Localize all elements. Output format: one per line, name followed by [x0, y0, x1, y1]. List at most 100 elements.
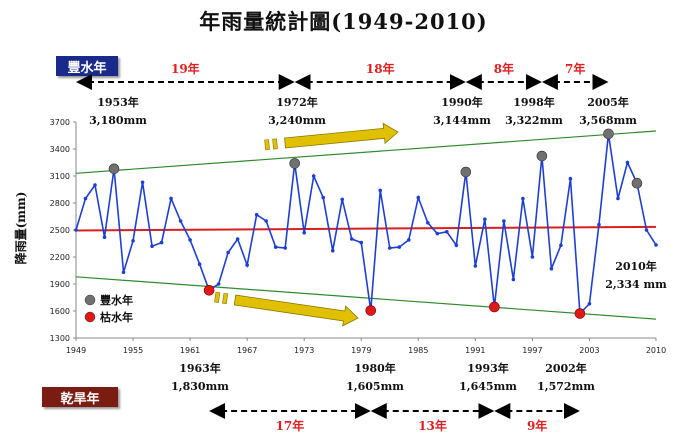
- wet-annotation-value: 3,144mm: [433, 114, 491, 127]
- legend-marker: [84, 294, 96, 306]
- dry-year-marker: [574, 308, 586, 319]
- data-point: [387, 246, 392, 250]
- y-tick-label: 2500: [50, 226, 70, 235]
- wet-year-marker: [108, 163, 120, 175]
- x-tick-label: 1979: [351, 346, 371, 355]
- x-tick-label: 1991: [465, 346, 485, 355]
- data-point: [197, 262, 202, 267]
- data-point: [587, 302, 592, 306]
- data-point: [625, 160, 630, 165]
- data-point: [530, 255, 535, 259]
- data-point: [616, 196, 620, 201]
- wet-annotation-value: 3,322mm: [505, 114, 563, 127]
- data-point: [568, 176, 573, 181]
- dry-interval-label: 9年: [527, 418, 547, 433]
- y-tick-label: 3400: [50, 145, 70, 154]
- y-tick-label: 1300: [50, 334, 70, 343]
- dry-interval-label: 17年: [276, 418, 305, 433]
- x-tick-label: 1997: [522, 346, 542, 355]
- data-point: [159, 240, 164, 245]
- y-axis-label: 降雨量(mm): [13, 192, 28, 265]
- x-tick-label: 2003: [579, 346, 599, 355]
- data-point: [216, 282, 221, 286]
- wet-annotation-value: 3,180mm: [89, 114, 147, 127]
- y-tick-label: 2200: [50, 253, 70, 262]
- dry-year-marker: [203, 284, 215, 296]
- dry-annotation-year: 2002年: [545, 361, 587, 375]
- upward-trend-arrow: [264, 122, 399, 151]
- dry-annotation-value: 1,645mm: [459, 380, 517, 393]
- lower-trend-line: [75, 276, 657, 320]
- data-point: [74, 228, 78, 232]
- data-point: [254, 212, 259, 217]
- last-annotation-value: 2,334 mm: [605, 278, 667, 291]
- data-point: [121, 270, 126, 275]
- legend-label: 枯水年: [100, 310, 133, 324]
- last-annotation-year: 2010年: [615, 259, 657, 273]
- wet-annotation-value: 3,568mm: [579, 114, 637, 127]
- wet-year-marker: [460, 166, 472, 178]
- wet-annotation-year: 1953年: [97, 95, 139, 109]
- wet-annotation-year: 1990年: [441, 95, 483, 109]
- chart-title: 年雨量統計圖(1949-2010): [199, 9, 488, 34]
- data-point: [188, 238, 192, 242]
- y-tick-label: 1900: [50, 280, 70, 289]
- data-point: [131, 239, 135, 243]
- wet-year-marker: [536, 150, 548, 162]
- data-point: [245, 263, 249, 267]
- x-tick-label: 2010: [646, 346, 666, 355]
- wet-year-marker: [631, 177, 643, 189]
- data-point: [140, 180, 145, 185]
- data-point: [321, 195, 326, 200]
- dry-year-badge: 乾旱年: [42, 387, 118, 407]
- data-point: [283, 246, 287, 250]
- data-point: [340, 197, 345, 202]
- data-point: [150, 244, 154, 248]
- data-point: [169, 196, 173, 201]
- x-tick-label: 1967: [237, 346, 257, 355]
- wet-year-marker: [289, 158, 300, 169]
- rainfall-line: [75, 133, 657, 316]
- x-tick-label: 1985: [408, 346, 428, 355]
- data-point: [235, 237, 240, 241]
- wet-year-badge: 豐水年: [56, 56, 118, 76]
- x-tick-label: 1949: [66, 346, 86, 355]
- dry-annotation-value: 1,830mm: [171, 380, 229, 393]
- dry-annotation-value: 1,605mm: [346, 380, 404, 393]
- dry-annotation-year: 1963年: [179, 361, 221, 375]
- data-point: [559, 243, 563, 248]
- data-point: [416, 195, 421, 200]
- data-point: [549, 266, 554, 271]
- data-point: [483, 217, 487, 221]
- wet-interval-label: 7年: [565, 61, 585, 76]
- data-point: [511, 277, 516, 282]
- y-tick-label: 3100: [50, 172, 70, 181]
- data-point: [93, 183, 97, 187]
- dry-annotation-year: 1980年: [354, 361, 396, 375]
- data-point: [349, 237, 354, 241]
- data-point: [644, 228, 649, 232]
- wet-annotation-year: 1998年: [513, 95, 555, 109]
- y-tick-label: 3700: [50, 118, 70, 127]
- dry-annotation-value: 1,572mm: [537, 380, 595, 393]
- data-point: [454, 243, 459, 248]
- legend-label: 豐水年: [100, 293, 133, 307]
- data-point: [178, 219, 183, 223]
- data-point: [359, 240, 364, 245]
- data-point: [273, 245, 278, 249]
- wet-annotation-value: 3,240mm: [268, 114, 326, 127]
- data-point: [311, 174, 316, 178]
- data-point: [330, 248, 335, 253]
- data-point: [264, 219, 268, 223]
- wet-year-marker: [603, 128, 614, 140]
- downward-trend-arrow: [214, 291, 359, 327]
- data-point: [597, 222, 601, 227]
- dry-year-marker: [489, 301, 500, 313]
- data-point: [654, 243, 658, 247]
- data-point: [473, 264, 478, 268]
- dry-interval-label: 13年: [418, 418, 447, 433]
- dry-year-marker: [365, 305, 377, 316]
- data-point: [302, 230, 306, 235]
- dry-annotation-year: 1993年: [467, 361, 509, 375]
